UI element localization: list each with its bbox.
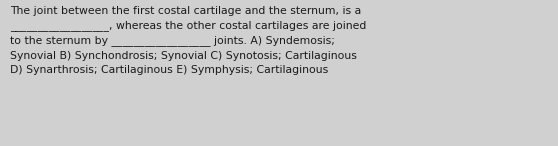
Text: The joint between the first costal cartilage and the sternum, is a
_____________: The joint between the first costal carti… — [10, 6, 367, 75]
